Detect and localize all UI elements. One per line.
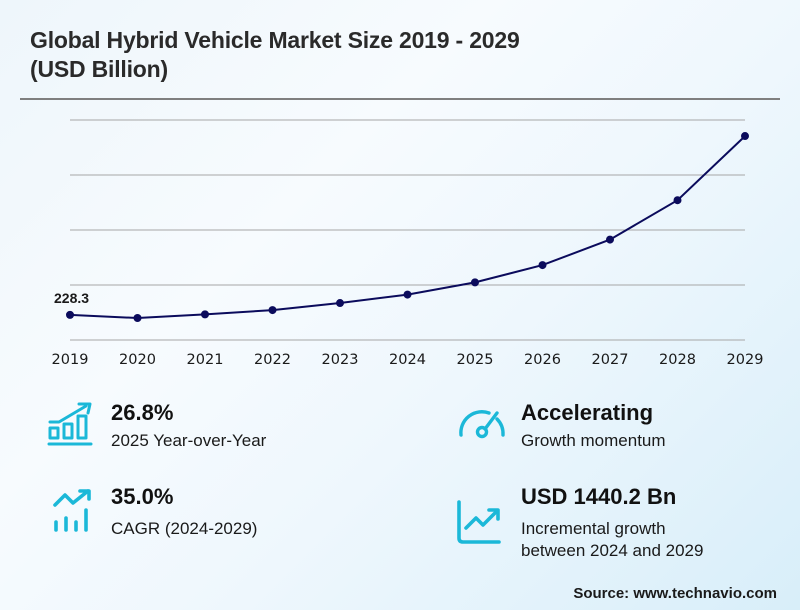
data-point-2019: [66, 310, 74, 319]
bar-chart-growth-icon: [47, 402, 93, 446]
x-tick-label: 2029: [727, 352, 764, 368]
stat-description-line2: between 2024 and 2029: [521, 541, 704, 560]
line-chart: 2019 2020 2021 2022 2023 2024 2025 2026 2027 2028…: [52, 119, 764, 368]
trend-up-bars-icon: [53, 489, 91, 532]
source-note: Source: www.technavio.com: [573, 585, 777, 602]
gridlines: [70, 119, 745, 341]
speedometer-icon: [459, 410, 505, 439]
x-tick-label: 2028: [659, 352, 696, 368]
x-tick-label: 2025: [457, 352, 494, 368]
data-point-2025: [471, 278, 479, 287]
chart-title-line2: (USD Billion): [30, 56, 168, 82]
stat-description: Growth momentum: [521, 431, 666, 450]
stat-value: USD 1440.2 Bn: [521, 484, 677, 509]
stat-value: 26.8%: [111, 400, 174, 425]
stat-value: Accelerating: [521, 400, 654, 425]
x-tick-label: 2022: [254, 352, 291, 368]
data-point-2022: [268, 306, 277, 315]
x-tick-label: 2023: [322, 352, 359, 368]
x-axis-tick-labels: 2019 2020 2021 2022 2023 2024 2025 2026 2027 2028…: [52, 352, 764, 368]
data-point-2024: [403, 290, 412, 299]
stat-value: 35.0%: [111, 484, 174, 509]
stat-description: CAGR (2024-2029): [111, 519, 258, 538]
x-tick-label: 2026: [524, 352, 561, 368]
title-divider: [20, 98, 780, 100]
x-tick-label: 2020: [119, 352, 156, 368]
data-point-2027: [606, 235, 614, 244]
data-points: [66, 132, 749, 322]
stat-description-line1: Incremental growth: [521, 519, 666, 538]
data-label: 228.3: [54, 290, 89, 306]
data-point-2021: [201, 310, 209, 319]
stat-description: 2025 Year-over-Year: [111, 431, 267, 450]
x-tick-label: 2021: [187, 352, 224, 368]
chart-title: Global Hybrid Vehicle Market Size 2019 -…: [30, 26, 750, 84]
x-tick-label: 2024: [389, 352, 426, 368]
data-point-2029: [741, 132, 749, 141]
data-point-2028: [673, 196, 682, 205]
line-chart-up-icon: [457, 500, 501, 544]
data-point-2023: [336, 299, 344, 308]
data-labels: 228.3: [54, 290, 89, 306]
chart-title-line1: Global Hybrid Vehicle Market Size 2019 -…: [30, 27, 520, 53]
x-tick-label: 2027: [592, 352, 629, 368]
data-point-2026: [538, 261, 547, 270]
x-tick-label: 2019: [52, 352, 89, 368]
data-point-2020: [133, 314, 142, 322]
